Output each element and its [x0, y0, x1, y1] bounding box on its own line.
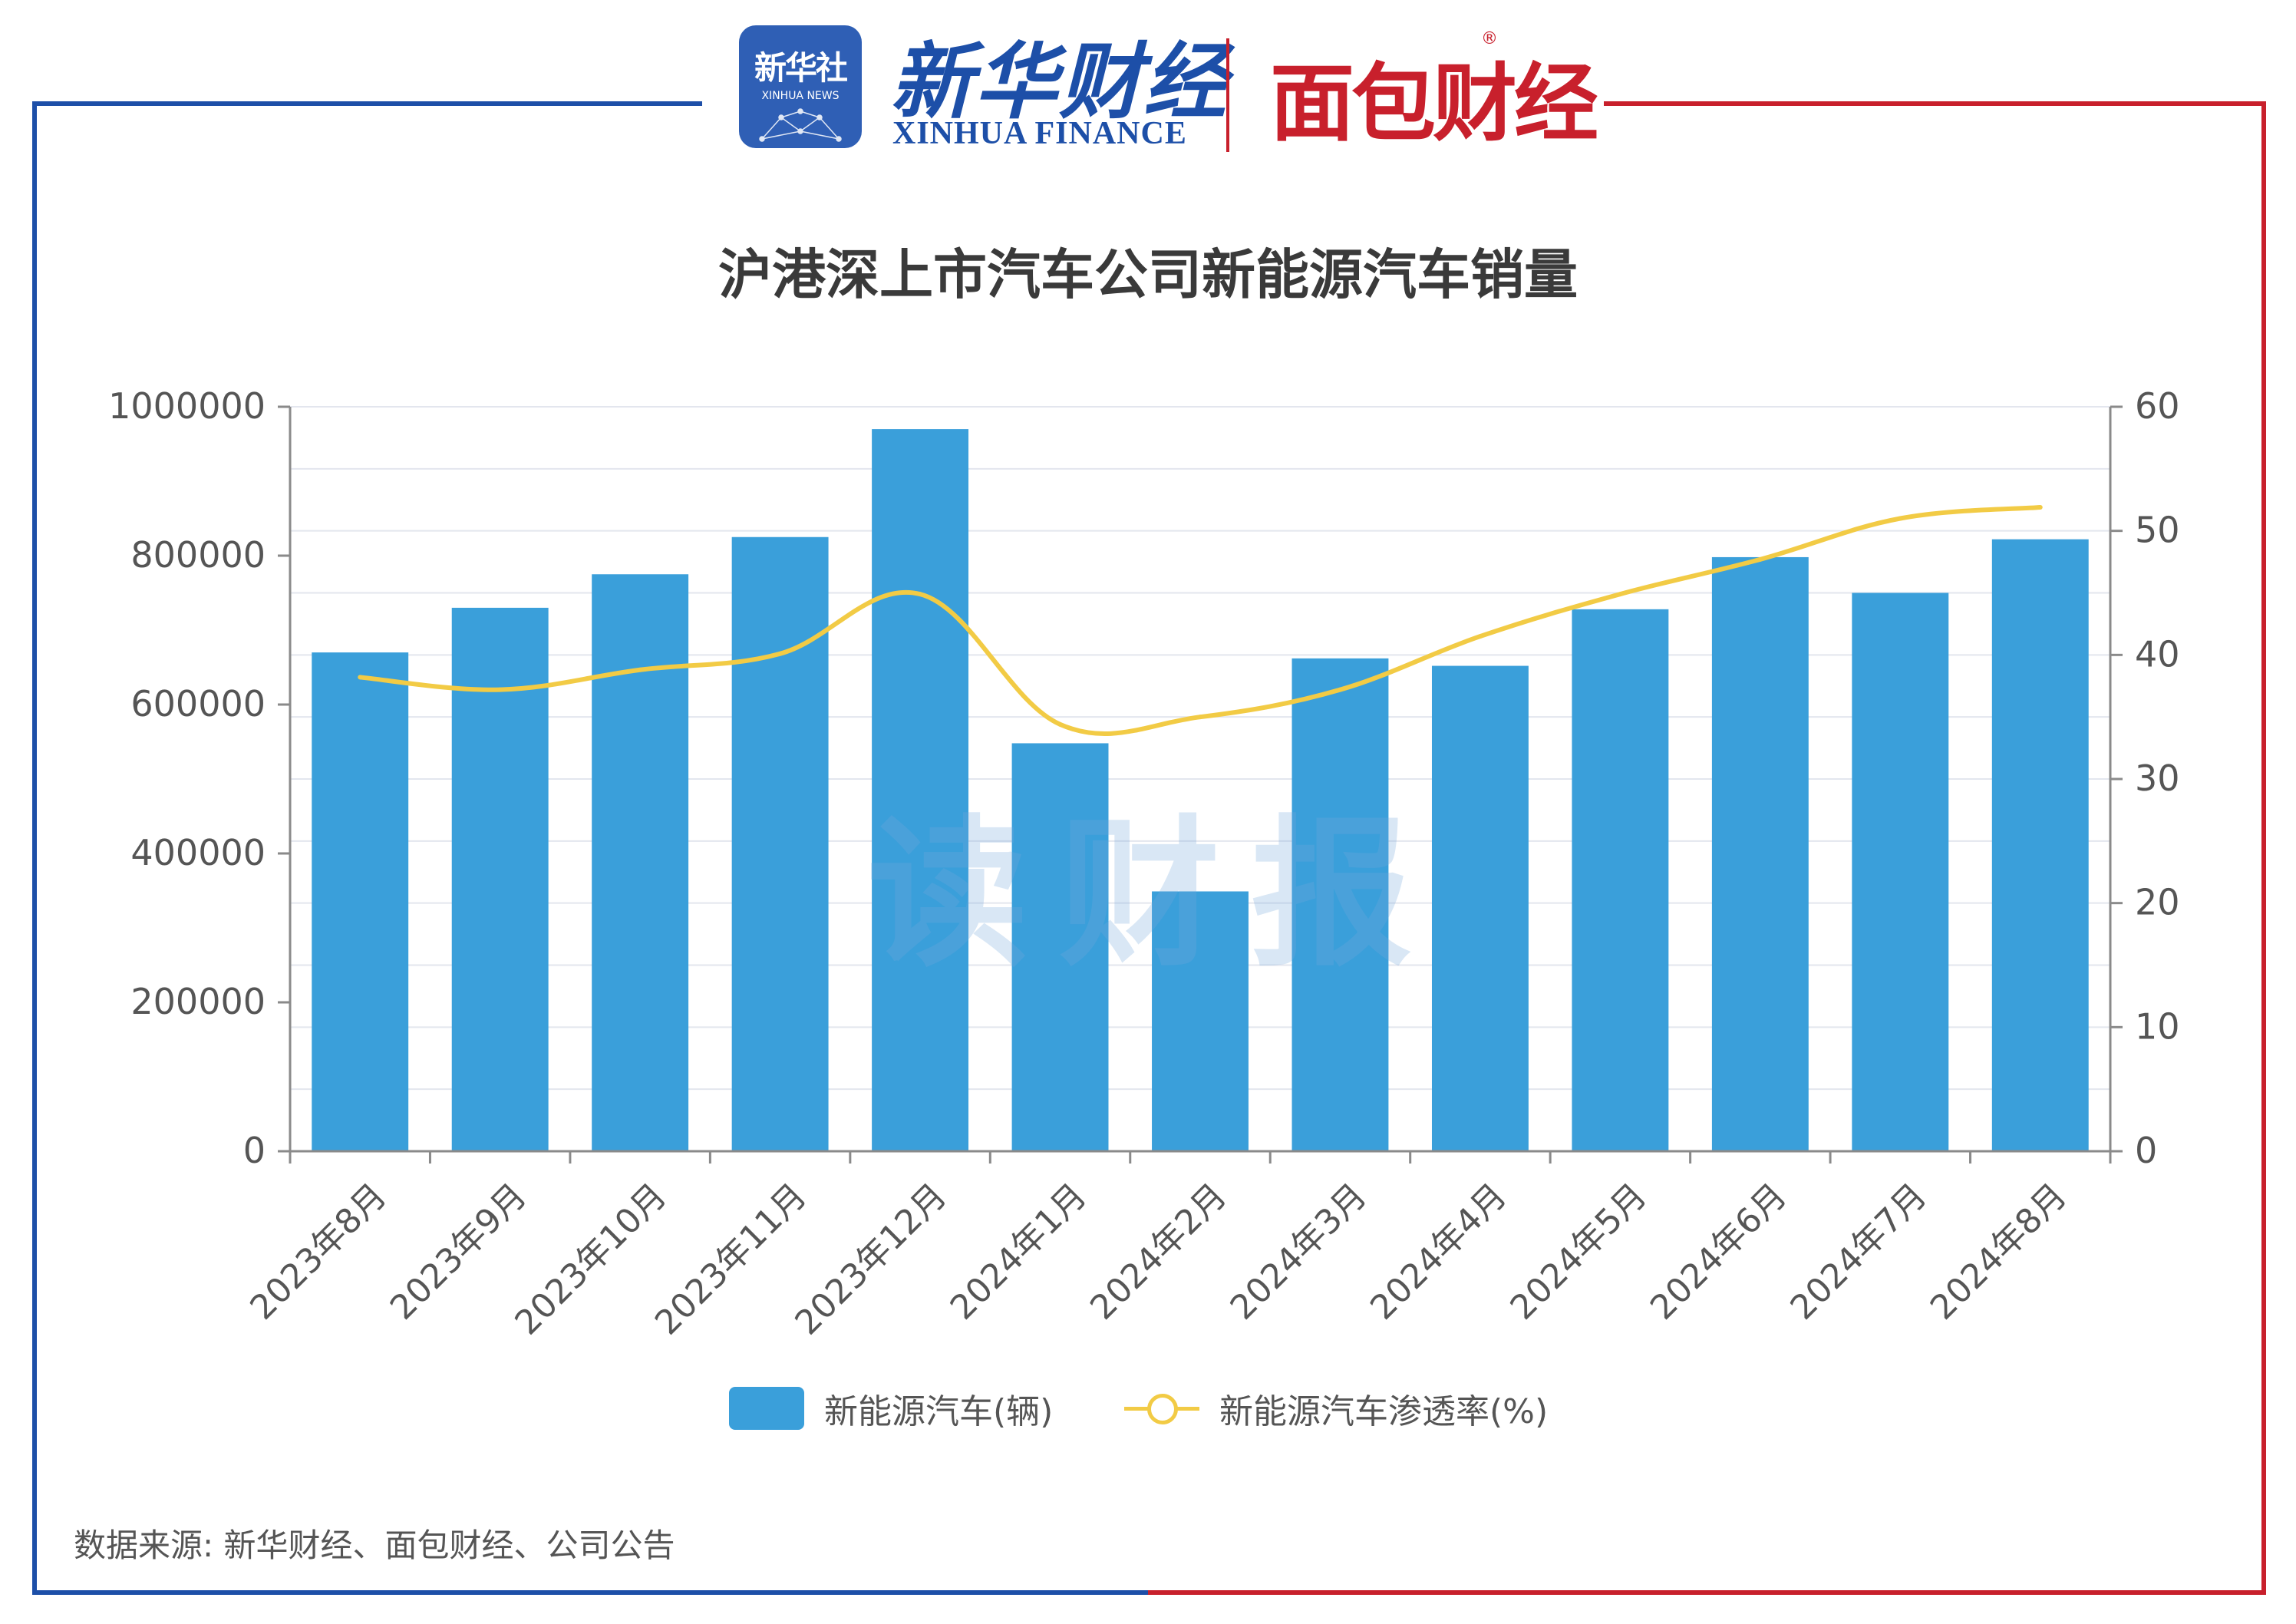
line-point[interactable]: [2037, 504, 2043, 510]
y-right-label: 10: [2135, 1005, 2180, 1047]
line-point[interactable]: [1057, 721, 1063, 727]
frame-left: [32, 101, 1148, 1595]
legend-line-label: 新能源汽车渗透率(%): [1219, 1392, 1549, 1431]
bar[interactable]: [1572, 609, 1669, 1151]
legend-line-swatch: [1124, 1387, 1199, 1430]
y-left-label: 600000: [130, 683, 266, 725]
bar[interactable]: [1711, 556, 1809, 1151]
xinhua-finance-logo-en: XINHUA FINANCE: [892, 116, 1187, 151]
x-category-label: 2023年8月: [242, 1176, 394, 1327]
x-category-label: 2024年7月: [1783, 1176, 1934, 1327]
line-point[interactable]: [1618, 592, 1623, 597]
y-left-label: 0: [243, 1130, 266, 1171]
x-category-label: 2023年10月: [507, 1176, 674, 1342]
bar[interactable]: [1292, 658, 1389, 1151]
line-point[interactable]: [1757, 556, 1763, 562]
line-point[interactable]: [1198, 715, 1202, 720]
bar[interactable]: [1852, 592, 1949, 1152]
y-left-label: 1000000: [108, 385, 266, 427]
y-right-label: 50: [2135, 510, 2180, 551]
bar[interactable]: [592, 574, 689, 1151]
xinhua-logo-subtext: XINHUA NEWS: [761, 90, 840, 102]
x-category-label: 2024年3月: [1223, 1176, 1374, 1327]
watermark: 读财报: [867, 800, 1443, 989]
logo-separator: [1226, 38, 1229, 152]
x-category-label: 2023年12月: [787, 1176, 954, 1342]
mianbao-finance-logo: 面包财经: [1270, 54, 1598, 153]
y-right-label: 60: [2135, 385, 2180, 427]
line-point[interactable]: [638, 667, 643, 672]
x-category-label: 2024年2月: [1083, 1176, 1234, 1327]
bar[interactable]: [1152, 891, 1249, 1151]
line-series: [358, 504, 2043, 736]
bar[interactable]: [1011, 743, 1109, 1151]
frame-right: [1148, 101, 2266, 1595]
line-point[interactable]: [1477, 634, 1483, 639]
bar-series: [312, 429, 2089, 1152]
bar[interactable]: [451, 607, 549, 1151]
y-right-label: 40: [2135, 633, 2180, 675]
x-category-label: 2023年11月: [648, 1176, 814, 1342]
xinhua-news-logo: 新华社 XINHUA NEWS: [739, 25, 862, 148]
line-point[interactable]: [1338, 687, 1343, 692]
legend-line[interactable]: 新能源汽车渗透率(%): [1124, 1381, 1548, 1435]
x-category-label: 2024年8月: [1923, 1176, 2074, 1327]
axes: [278, 405, 2123, 1164]
bar[interactable]: [731, 536, 829, 1151]
y-right-label: 30: [2135, 758, 2180, 799]
y-left-label: 800000: [130, 534, 266, 576]
chart-title: 沪港深上市汽车公司新能源汽车销量: [718, 243, 1578, 306]
x-category-label: 2024年5月: [1503, 1176, 1654, 1327]
bar[interactable]: [1431, 665, 1529, 1151]
network-icon: [759, 108, 842, 142]
y-right-label: 0: [2135, 1130, 2157, 1171]
bar[interactable]: [872, 429, 969, 1151]
xinhua-finance-logo: 新华财经: [890, 34, 1229, 130]
y-right-label: 20: [2135, 882, 2180, 923]
line-point[interactable]: [1898, 516, 1903, 521]
line-point[interactable]: [497, 687, 503, 692]
y-left-label: 400000: [130, 832, 266, 873]
legend-bar[interactable]: 新能源汽车(辆): [729, 1381, 1053, 1435]
legend-bar-label: 新能源汽车(辆): [824, 1392, 1054, 1431]
x-category-label: 2024年4月: [1363, 1176, 1514, 1327]
x-category-label: 2024年6月: [1643, 1176, 1794, 1327]
data-source: 数据来源: 新华财经、面包财经、公司公告: [74, 1527, 675, 1564]
bar[interactable]: [1991, 539, 2089, 1151]
line-point[interactable]: [777, 651, 783, 656]
x-category-label: 2023年9月: [383, 1176, 534, 1327]
xinhua-logo-text: 新华社: [754, 49, 848, 87]
legend-bar-swatch: [729, 1387, 804, 1430]
line-point[interactable]: [918, 592, 923, 597]
bar[interactable]: [312, 652, 409, 1151]
registered-mark: ®: [1481, 29, 1498, 48]
x-category-label: 2024年1月: [943, 1176, 1094, 1327]
line-point[interactable]: [358, 675, 363, 680]
y-left-label: 200000: [130, 981, 266, 1022]
